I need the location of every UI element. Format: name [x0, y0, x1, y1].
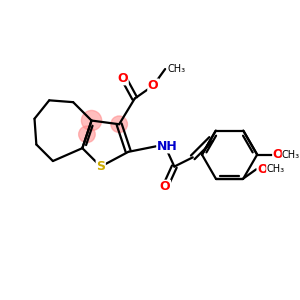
- Text: CH₃: CH₃: [168, 64, 186, 74]
- Text: O: O: [257, 163, 268, 176]
- Circle shape: [79, 126, 95, 142]
- Text: CH₃: CH₃: [282, 150, 300, 160]
- Text: O: O: [273, 148, 283, 161]
- Text: S: S: [96, 160, 105, 173]
- Text: O: O: [160, 180, 170, 193]
- Circle shape: [81, 110, 102, 131]
- Text: CH₃: CH₃: [266, 164, 284, 174]
- Circle shape: [111, 116, 128, 133]
- Text: O: O: [118, 72, 128, 85]
- Text: NH: NH: [157, 140, 178, 153]
- Text: O: O: [148, 79, 158, 92]
